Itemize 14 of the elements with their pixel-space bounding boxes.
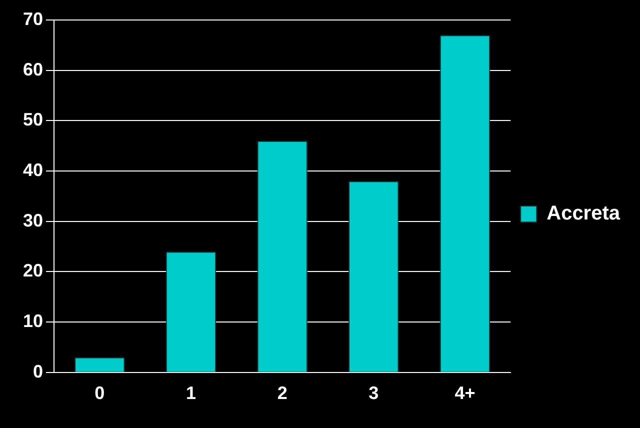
x-tick-label: 1 — [186, 383, 196, 404]
y-tick-label: 70 — [22, 8, 44, 29]
y-tick-label: 0 — [33, 361, 44, 382]
y-tick-label: 50 — [22, 110, 44, 130]
x-tick-label: 2 — [277, 383, 288, 404]
legend-label: Accreta — [546, 202, 621, 225]
y-tick-label: 40 — [22, 160, 44, 180]
x-tick-label: 4+ — [454, 383, 476, 404]
x-tick-label: 3 — [368, 383, 379, 404]
y-tick-label: 20 — [22, 260, 44, 281]
y-tick-label: 60 — [22, 59, 44, 80]
y-tick-label: 10 — [22, 311, 44, 332]
y-tick-label: 30 — [22, 210, 44, 230]
x-tick-label: 0 — [94, 383, 105, 404]
